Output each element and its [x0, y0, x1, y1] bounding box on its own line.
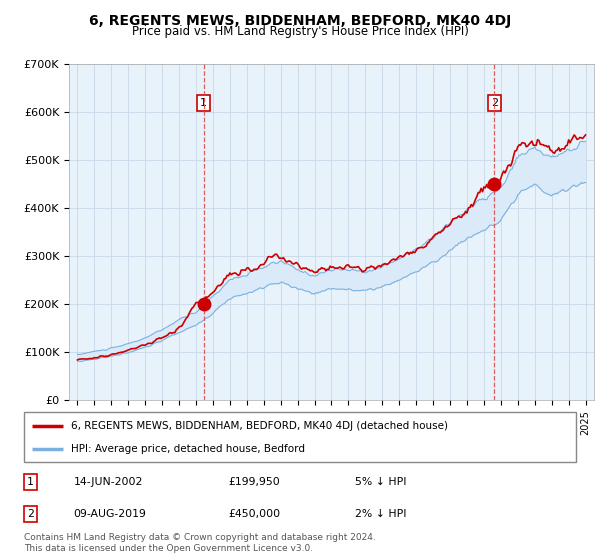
Text: 5% ↓ HPI: 5% ↓ HPI	[355, 477, 407, 487]
Text: 2% ↓ HPI: 2% ↓ HPI	[355, 509, 407, 519]
FancyBboxPatch shape	[24, 412, 576, 462]
Text: Contains HM Land Registry data © Crown copyright and database right 2024.
This d: Contains HM Land Registry data © Crown c…	[24, 533, 376, 553]
Text: 1: 1	[27, 477, 34, 487]
Text: HPI: Average price, detached house, Bedford: HPI: Average price, detached house, Bedf…	[71, 445, 305, 454]
Text: 6, REGENTS MEWS, BIDDENHAM, BEDFORD, MK40 4DJ (detached house): 6, REGENTS MEWS, BIDDENHAM, BEDFORD, MK4…	[71, 421, 448, 431]
Text: Price paid vs. HM Land Registry's House Price Index (HPI): Price paid vs. HM Land Registry's House …	[131, 25, 469, 38]
Text: £199,950: £199,950	[228, 477, 280, 487]
Text: 1: 1	[200, 98, 207, 108]
Text: 2: 2	[491, 98, 498, 108]
Text: £450,000: £450,000	[228, 509, 280, 519]
Text: 2: 2	[27, 509, 34, 519]
Text: 14-JUN-2002: 14-JUN-2002	[74, 477, 143, 487]
Text: 09-AUG-2019: 09-AUG-2019	[74, 509, 146, 519]
Text: 6, REGENTS MEWS, BIDDENHAM, BEDFORD, MK40 4DJ: 6, REGENTS MEWS, BIDDENHAM, BEDFORD, MK4…	[89, 14, 511, 28]
